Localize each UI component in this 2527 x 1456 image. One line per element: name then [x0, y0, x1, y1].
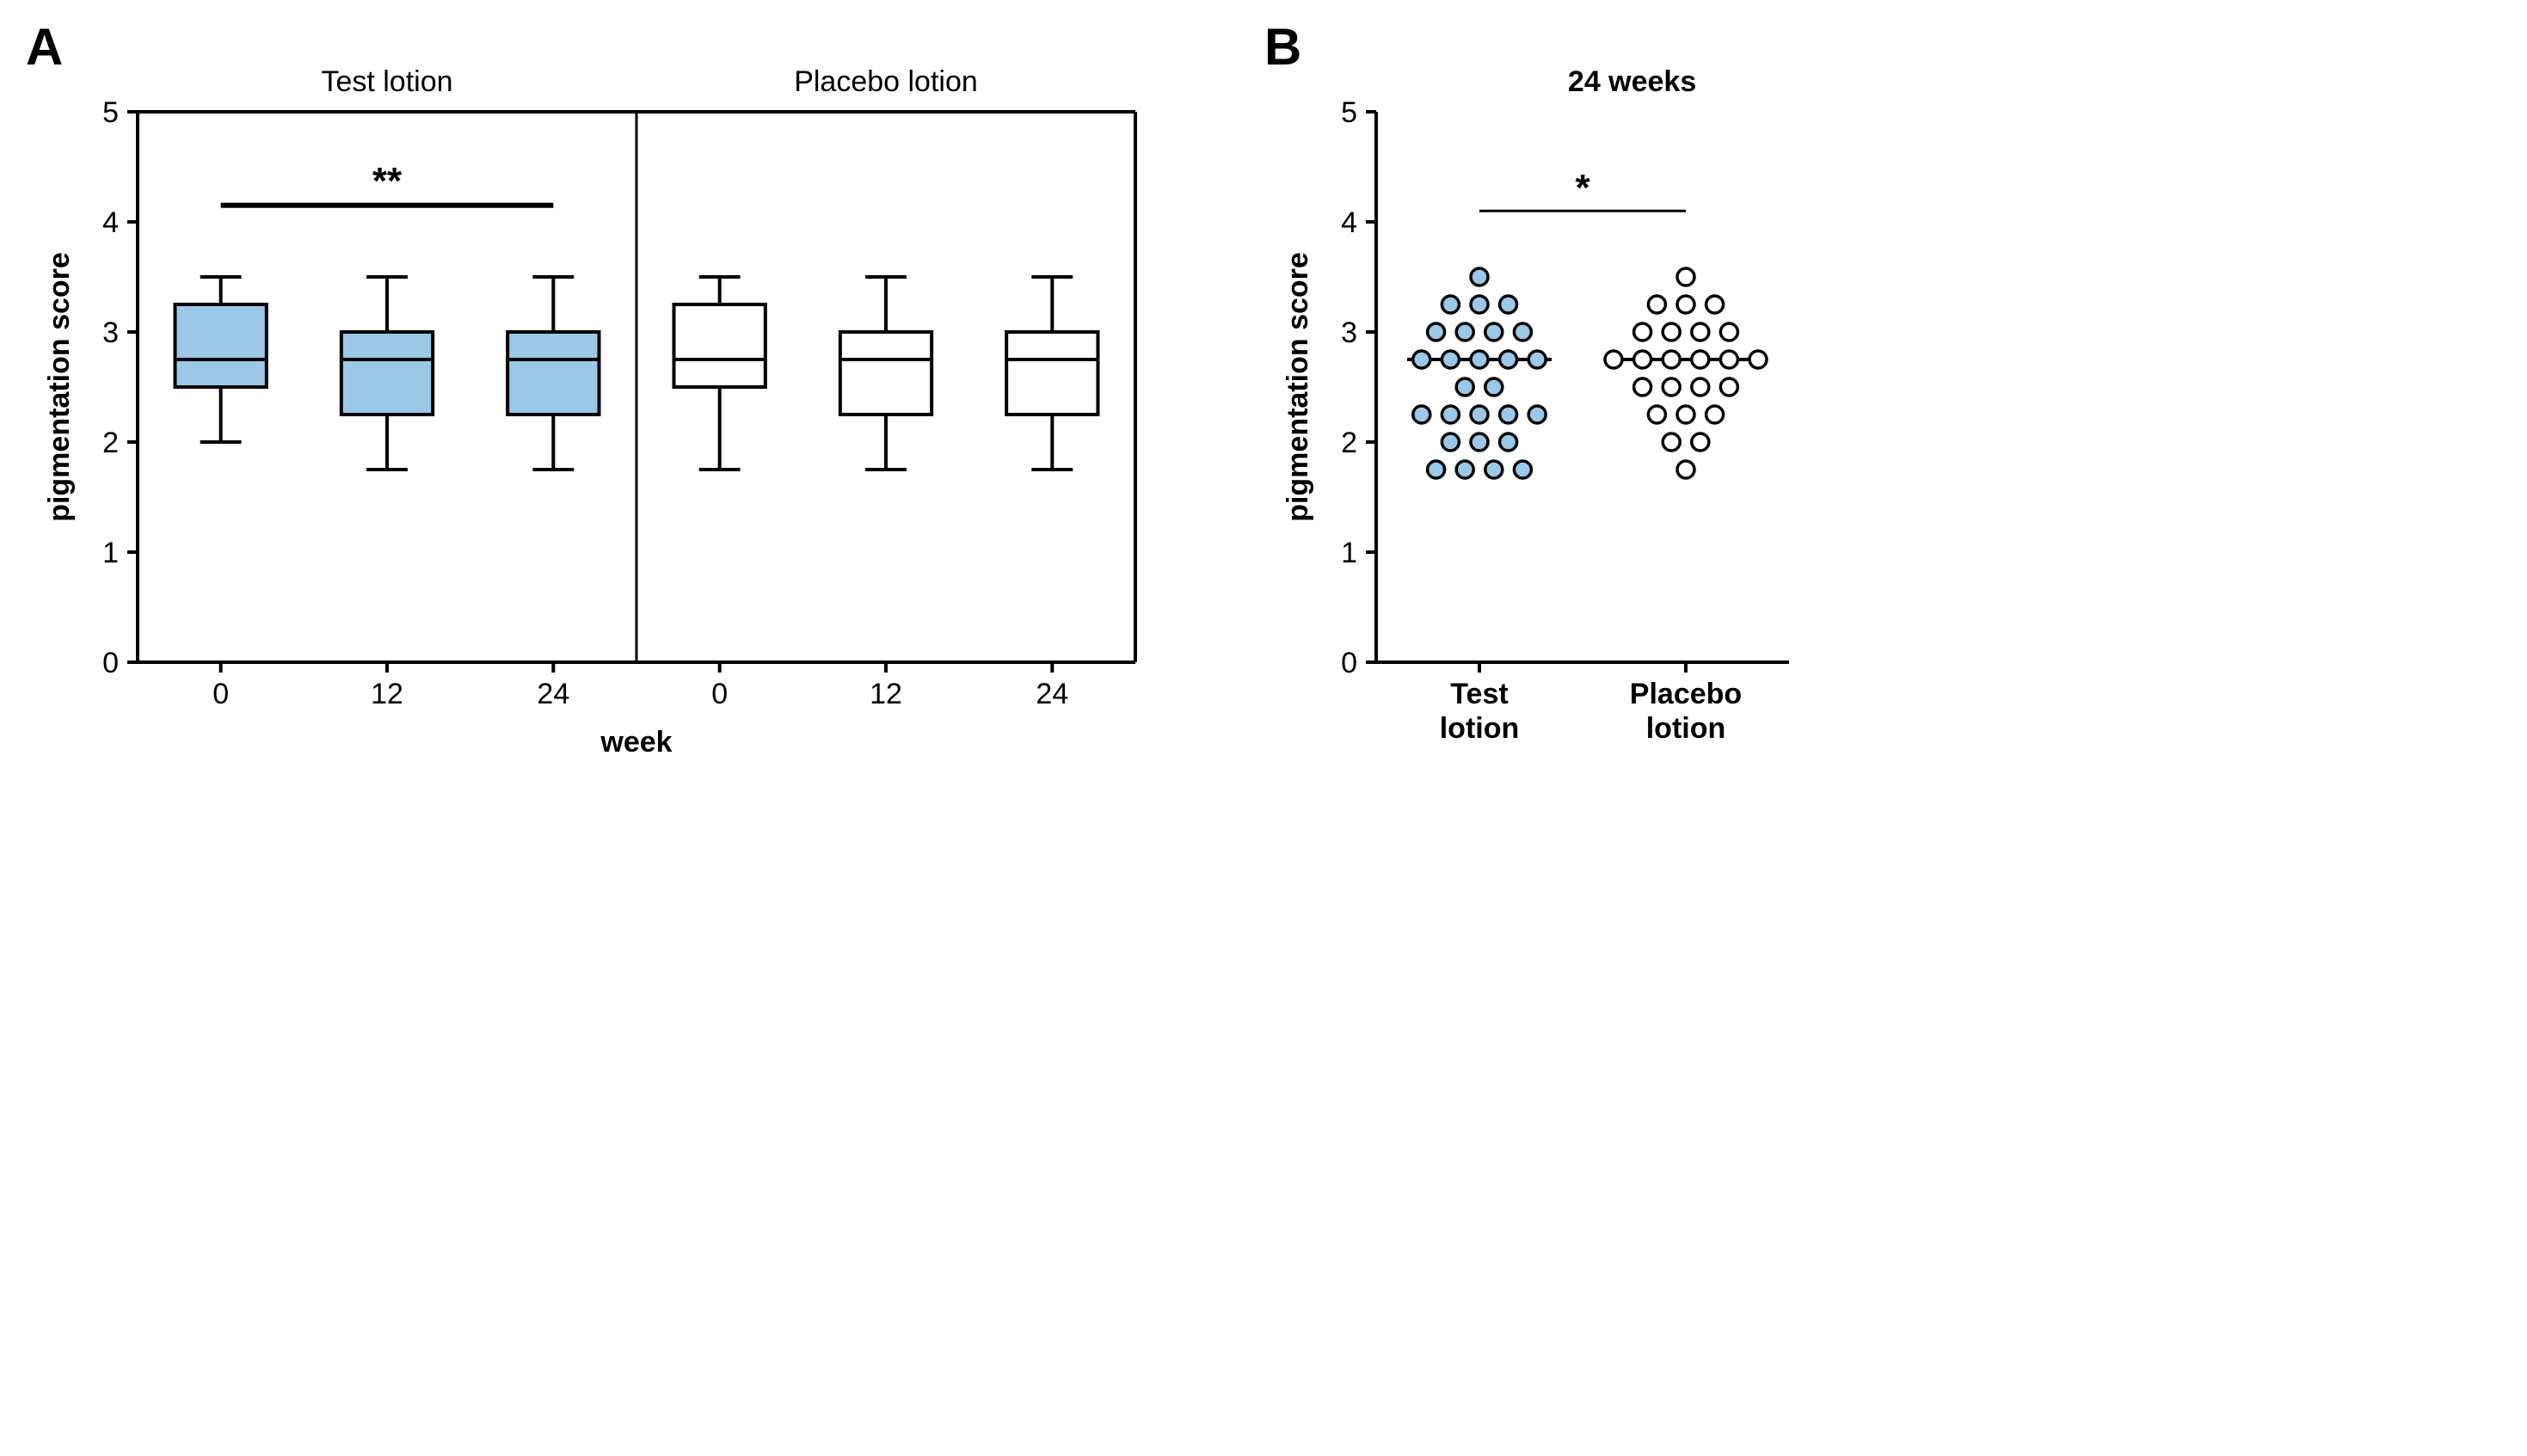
panel-a-chart: 012345pigmentation scoreTest lotion01224…: [34, 52, 1153, 774]
panel-a-label: A: [26, 17, 63, 77]
svg-text:pigmentation score: pigmentation score: [43, 252, 76, 522]
svg-text:2: 2: [1341, 427, 1357, 459]
svg-text:1: 1: [1341, 537, 1357, 569]
svg-text:lotion: lotion: [1646, 712, 1726, 745]
panel-b-chart: 012345pigmentation score24 weeksTestloti…: [1273, 52, 1806, 774]
svg-text:0: 0: [711, 678, 728, 710]
figure-container: A 012345pigmentation scoreTest lotion012…: [34, 34, 2493, 778]
panel-a: A 012345pigmentation scoreTest lotion012…: [34, 34, 1153, 778]
svg-text:Test: Test: [1450, 678, 1508, 710]
svg-text:4: 4: [1341, 206, 1357, 239]
svg-text:2: 2: [102, 427, 119, 459]
svg-text:week: week: [599, 726, 672, 759]
svg-text:24: 24: [537, 678, 569, 710]
svg-text:24: 24: [1036, 678, 1068, 710]
svg-text:Placebo: Placebo: [1630, 678, 1742, 710]
svg-text:12: 12: [870, 678, 902, 710]
svg-text:4: 4: [102, 206, 119, 239]
svg-text:12: 12: [371, 678, 403, 710]
svg-text:lotion: lotion: [1440, 712, 1520, 745]
svg-text:**: **: [372, 160, 403, 202]
svg-text:Placebo lotion: Placebo lotion: [794, 65, 978, 98]
svg-text:3: 3: [1341, 316, 1357, 349]
svg-text:pigmentation score: pigmentation score: [1282, 252, 1314, 522]
svg-text:*: *: [1575, 167, 1590, 209]
svg-text:3: 3: [102, 316, 119, 349]
svg-text:Test lotion: Test lotion: [321, 65, 452, 98]
svg-text:0: 0: [102, 647, 119, 679]
svg-text:5: 5: [1341, 96, 1357, 129]
svg-text:5: 5: [102, 96, 119, 129]
svg-text:0: 0: [212, 678, 229, 710]
panel-b-label: B: [1264, 17, 1301, 77]
panel-b: B 012345pigmentation score24 weeksTestlo…: [1273, 34, 1806, 778]
svg-text:0: 0: [1341, 647, 1357, 679]
svg-text:24 weeks: 24 weeks: [1568, 65, 1696, 98]
svg-text:1: 1: [102, 537, 119, 569]
